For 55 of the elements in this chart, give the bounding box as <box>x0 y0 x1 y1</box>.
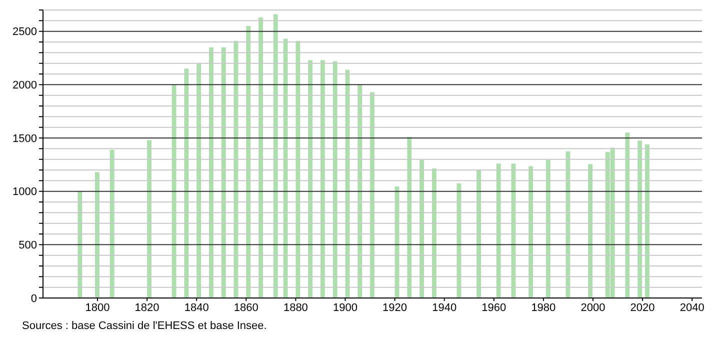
bar <box>95 172 100 298</box>
bar <box>172 84 176 298</box>
bar <box>273 14 278 298</box>
bar <box>420 160 424 298</box>
bar <box>511 164 516 298</box>
x-tick-label: 2000 <box>580 302 606 314</box>
y-tick-label: 1000 <box>12 186 37 198</box>
bar <box>407 136 412 298</box>
x-tick-label: 2040 <box>680 302 704 314</box>
y-tick-label: 2500 <box>12 26 37 38</box>
bar <box>476 170 482 298</box>
x-tick-label: 1860 <box>234 302 258 314</box>
bar <box>258 17 263 298</box>
bar <box>308 60 313 298</box>
x-tick-label: 1800 <box>85 302 110 314</box>
x-tick-label: 1960 <box>482 302 506 314</box>
bar <box>645 144 650 298</box>
x-tick-label: 1820 <box>134 302 160 314</box>
y-tick-label: 1500 <box>12 132 37 145</box>
bar <box>638 140 642 298</box>
bar <box>110 150 114 298</box>
bar <box>184 68 189 298</box>
bar <box>147 140 152 298</box>
bar <box>588 164 592 298</box>
bar <box>566 151 570 298</box>
bar <box>283 38 288 298</box>
bar <box>625 132 630 298</box>
bar <box>358 84 362 298</box>
y-tick-label: 0 <box>30 292 37 305</box>
bar <box>528 166 534 298</box>
x-tick-label: 1880 <box>283 302 308 314</box>
x-tick-label: 1940 <box>432 302 457 314</box>
source-note: Sources : base Cassini de l'EHESS et base Insee. <box>22 320 267 332</box>
bar <box>496 164 501 298</box>
x-tick-label: 1840 <box>184 302 209 314</box>
bar <box>221 47 226 298</box>
bar <box>394 186 400 298</box>
x-tick-label: 2020 <box>630 302 655 314</box>
bar <box>332 61 338 298</box>
x-tick-label: 1900 <box>333 302 358 314</box>
bar <box>370 92 374 298</box>
bar <box>546 160 550 298</box>
bar <box>208 47 214 298</box>
bar <box>196 63 202 298</box>
bar <box>246 26 251 298</box>
bar <box>456 183 462 298</box>
y-tick-label: 2000 <box>12 80 37 92</box>
x-tick-label: 1920 <box>382 302 408 314</box>
bar <box>296 40 300 298</box>
y-tick-label: 500 <box>18 240 37 252</box>
bar <box>320 60 325 298</box>
bar <box>432 168 436 298</box>
x-tick-label: 1980 <box>531 302 556 314</box>
bar <box>78 191 82 298</box>
bar <box>345 70 350 298</box>
